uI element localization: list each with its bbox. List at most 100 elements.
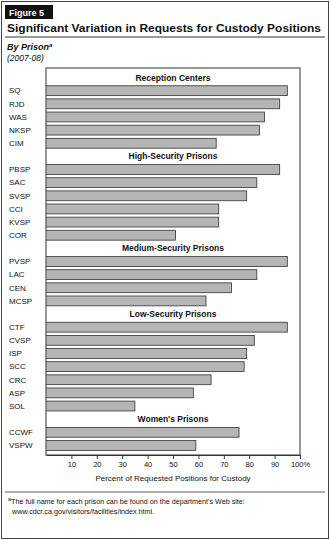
x-tick-mark (71, 455, 72, 459)
plot-frame (46, 68, 300, 455)
bar (46, 322, 287, 332)
period: (2007-08) (7, 53, 44, 63)
x-tick: 90 (271, 455, 279, 469)
x-tick-label: 20 (93, 460, 101, 469)
x-tick: 60 (195, 455, 203, 469)
subtitle: By Prison (7, 42, 50, 52)
group-header: Reception Centers (135, 73, 210, 83)
bar (46, 217, 219, 227)
bar (46, 270, 257, 280)
x-axis: 10 20 30 40 50 60 70 80 90 100% (47, 455, 311, 469)
x-tick-label: 100% (291, 460, 311, 469)
group-header: Women's Prisons (138, 414, 209, 424)
x-tick-mark (249, 455, 250, 459)
bar (46, 375, 211, 385)
category-label: MCSP (9, 297, 32, 306)
x-tick-mark (198, 455, 199, 459)
figure-label: Figure 5 (9, 8, 44, 18)
category-label: RJD (9, 100, 25, 109)
footnote-rule (5, 492, 325, 493)
category-label: CEN (9, 284, 26, 293)
x-tick: 100% (291, 455, 311, 469)
category-label: COR (9, 231, 27, 240)
category-label: SAC (9, 178, 26, 187)
figure-label-box (5, 5, 53, 19)
category-label: PBSP (9, 165, 30, 174)
x-tick-label: 60 (195, 460, 203, 469)
bar (46, 178, 257, 188)
x-tick-label: 30 (119, 460, 127, 469)
category-label: LAC (9, 270, 25, 279)
bar (46, 112, 264, 122)
bar (46, 401, 135, 411)
x-tick: 40 (144, 455, 152, 469)
category-label: SCC (9, 362, 26, 371)
bar (46, 349, 247, 359)
footnote-text: www.cdcr.ca.gov/visitors/facilities/inde… (11, 507, 154, 516)
bar (46, 441, 196, 451)
category-label: CTF (9, 323, 25, 332)
x-tick-label: 40 (144, 460, 152, 469)
bars (46, 86, 287, 451)
x-tick-mark (97, 455, 98, 459)
category-label: CVSP (9, 336, 31, 345)
x-tick-mark (148, 455, 149, 459)
bar (46, 138, 216, 148)
bar (46, 283, 231, 293)
title-rule (5, 37, 325, 38)
x-tick-mark (173, 455, 174, 459)
x-tick-label: 70 (220, 460, 228, 469)
category-label: ASP (9, 389, 25, 398)
x-tick: 30 (119, 455, 127, 469)
bar (46, 388, 193, 398)
group-header: High-Security Prisons (129, 151, 218, 161)
bar (46, 427, 239, 437)
category-label: WAS (9, 113, 27, 122)
group-header: Low-Security Prisons (130, 309, 217, 319)
category-label: KVSP (9, 218, 30, 227)
bar (46, 257, 287, 267)
footnote-line: aThe full name for each prison can be fo… (8, 496, 245, 506)
title: Significant Variation in Requests for Cu… (7, 23, 322, 34)
x-tick-label: 10 (68, 460, 76, 469)
chart: Figure 5 Significant Variation in Request… (0, 0, 330, 540)
bar (46, 99, 280, 109)
footnote-text: The full name for each prison can be fou… (11, 497, 245, 506)
x-axis-label: Percent of Requested Positions for Custo… (95, 474, 250, 483)
bar (46, 362, 244, 372)
category-label: CCI (9, 205, 23, 214)
labels: SQ RJD WAS NKSP CIM PBSP SAC SVSP CCI KVSP COR PVSP… (9, 73, 224, 451)
x-tick: 70 (220, 455, 228, 469)
bar (46, 165, 280, 175)
x-tick-mark (122, 455, 123, 459)
frame (2, 2, 329, 539)
subtitle-group: By Prisona (7, 42, 53, 52)
x-tick-label: 80 (246, 460, 254, 469)
x-tick-label: 50 (169, 460, 177, 469)
bar (46, 335, 254, 345)
category-label: VSPW (9, 441, 33, 450)
bar (46, 125, 259, 135)
bar (46, 86, 287, 96)
bar (46, 296, 206, 306)
category-label: SQ (9, 86, 21, 95)
x-tick-mark (300, 455, 301, 459)
category-label: PVSP (9, 257, 30, 266)
x-tick: 20 (93, 455, 101, 469)
category-label: SVSP (9, 192, 30, 201)
x-tick: 10 (68, 455, 76, 469)
footnote-marker: a (49, 42, 53, 48)
group-header: Medium-Security Prisons (122, 243, 224, 253)
x-tick-label: 90 (271, 460, 279, 469)
x-tick-mark (275, 455, 276, 459)
category-label: NKSP (9, 126, 31, 135)
x-tick: 50 (169, 455, 177, 469)
category-label: ISP (9, 349, 22, 358)
bar (46, 230, 176, 240)
x-tick-mark (224, 455, 225, 459)
category-label: CIM (9, 139, 24, 148)
bar (46, 204, 219, 214)
category-label: CRC (9, 376, 27, 385)
category-label: SOL (9, 402, 26, 411)
category-label: CCWF (9, 428, 33, 437)
